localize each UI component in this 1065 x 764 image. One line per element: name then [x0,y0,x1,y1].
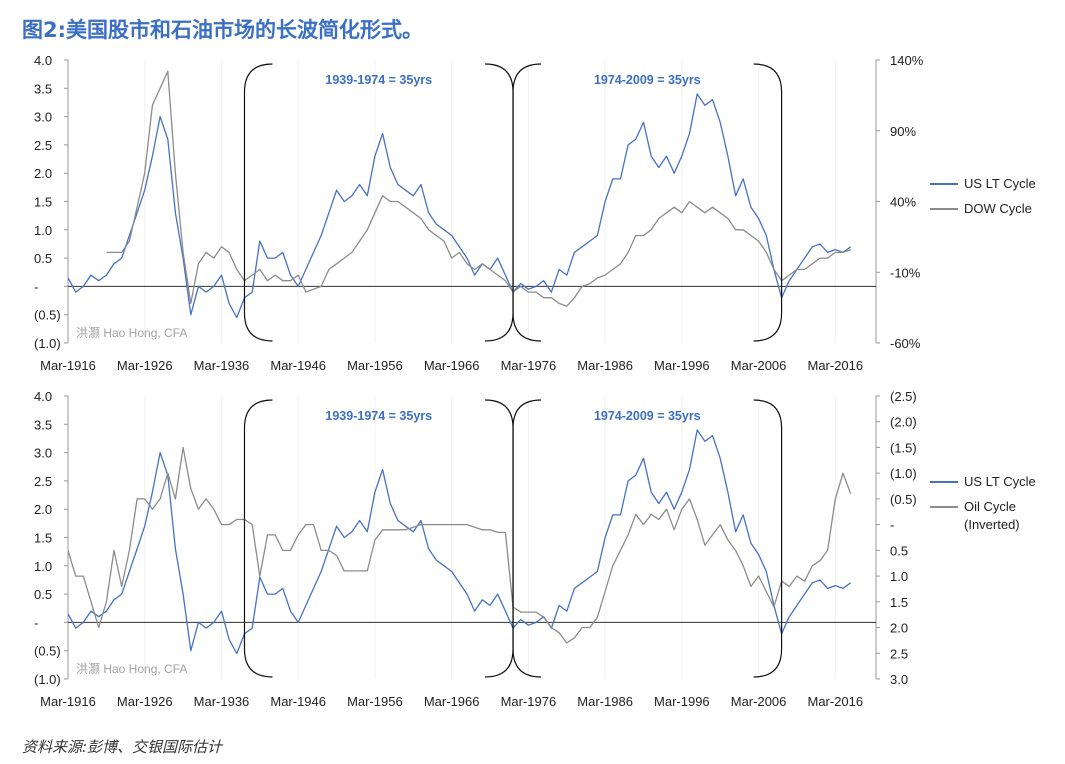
x-tick-label: Mar-1946 [270,694,326,709]
y-right-tick-label: 90% [890,124,916,139]
series-line-us-lt-cycle [67,93,852,319]
y-left-tick-label: - [34,615,38,630]
y-left-tick-label: - [34,279,38,294]
y-left-tick-label: 1.0 [34,559,52,574]
y-right-tick-label: 2.0 [890,621,908,636]
y-left-tick-label: 2.0 [34,502,52,517]
source-note: 资料来源:彭博、交银国际估计 [22,738,223,756]
y-left-tick-label: 1.5 [34,195,52,210]
legend-label: Oil Cycle (Inverted) [964,499,1020,532]
x-tick-label: Mar-1916 [40,694,96,709]
series-line-dow-cycle [106,70,851,307]
y-right-tick-label: 140% [890,53,924,68]
y-left-tick-label: 0.5 [34,251,52,266]
series-line-us-lt-cycle [67,429,852,655]
y-left-tick-label: 1.0 [34,223,52,238]
x-tick-label: Mar-1996 [654,694,710,709]
annotation-bracket-left [512,399,542,678]
y-left-tick-label: 3.5 [34,417,52,432]
x-tick-label: Mar-1976 [501,358,557,373]
x-tick-label: Mar-1956 [347,358,403,373]
x-tick-label: Mar-2016 [807,694,863,709]
x-tick-label: Mar-1966 [424,358,480,373]
y-right-tick-label: 3.0 [890,672,908,687]
y-left-tick-label: 1.5 [34,531,52,546]
y-left-tick-label: 3.0 [34,446,52,461]
watermark-text: 洪灏 Hao Hong, CFA [76,325,187,340]
y-left-tick-label: 2.5 [34,138,52,153]
y-right-tick-label: (2.5) [890,389,917,404]
y-left-tick-label: (0.5) [34,644,61,659]
annotation-bracket-right [753,399,783,678]
x-tick-label: Mar-1996 [654,358,710,373]
x-tick-label: Mar-1916 [40,358,96,373]
y-left-tick-label: 3.0 [34,110,52,125]
y-right-tick-label: 1.0 [890,569,908,584]
y-left-tick-label: 2.5 [34,474,52,489]
y-right-tick-label: - [890,518,894,533]
x-tick-label: Mar-2006 [731,358,787,373]
annotation-bracket-right [753,63,783,342]
y-left-tick-label: 4.0 [34,53,52,68]
y-left-tick-label: 3.5 [34,81,52,96]
annotation-bracket-left [243,399,273,678]
annotation-label: 1939-1974 = 35yrs [325,409,432,423]
annotation-bracket-right [485,63,514,342]
figure-title: 图2:美国股市和石油市场的长波简化形式。 [22,18,424,42]
y-right-tick-label: -60% [890,336,921,351]
x-tick-label: Mar-1986 [577,358,633,373]
y-right-tick-label: (2.0) [890,415,917,430]
annotation-bracket-left [512,63,542,342]
y-left-tick-label: (1.0) [34,336,61,351]
y-right-tick-label: (1.5) [890,440,917,455]
annotation-label: 1974-2009 = 35yrs [594,409,701,423]
y-right-tick-label: 40% [890,195,916,210]
y-right-tick-label: 1.5 [890,595,908,610]
annotation-bracket-left [243,63,273,342]
annotation-bracket-right [485,399,514,678]
x-tick-label: Mar-1926 [117,358,173,373]
legend-label: US LT Cycle [964,474,1036,489]
y-left-tick-label: 2.0 [34,166,52,181]
x-tick-label: Mar-1986 [577,694,633,709]
y-left-tick-label: 0.5 [34,587,52,602]
y-right-tick-label: 0.5 [890,543,908,558]
x-tick-label: Mar-2016 [807,358,863,373]
y-right-tick-label: 2.5 [890,646,908,661]
x-tick-label: Mar-1976 [501,694,557,709]
watermark-text: 洪灏 Hao Hong, CFA [76,661,187,676]
x-tick-label: Mar-1936 [194,358,250,373]
series-line-oil-cycle-inverted [67,446,852,644]
x-tick-label: Mar-1936 [194,694,250,709]
legend-label: DOW Cycle [964,201,1032,216]
y-left-tick-label: 4.0 [34,389,52,404]
y-right-tick-label: (0.5) [890,492,917,507]
chart-oil-cycle: 4.0 3.5 3.0 2.5 2.0 1.5 1.0 0.5 - (0.5) (1.0) (2.5)… [34,389,1036,709]
x-tick-label: Mar-1966 [424,694,480,709]
y-right-tick-label: (1.0) [890,466,917,481]
legend-label: US LT Cycle [964,176,1036,191]
y-left-tick-label: (0.5) [34,308,61,323]
y-left-tick-label: (1.0) [34,672,61,687]
x-tick-label: Mar-2006 [731,694,787,709]
annotation-label: 1939-1974 = 35yrs [325,73,432,87]
x-tick-label: Mar-1946 [270,358,326,373]
x-tick-label: Mar-1926 [117,694,173,709]
x-tick-label: Mar-1956 [347,694,403,709]
chart-dow-cycle: 4.0 3.5 3.0 2.5 2.0 1.5 1.0 0.5 - (0.5) (1.0) 140% 9… [34,53,1036,373]
annotation-label: 1974-2009 = 35yrs [594,73,701,87]
y-right-tick-label: -10% [890,265,921,280]
